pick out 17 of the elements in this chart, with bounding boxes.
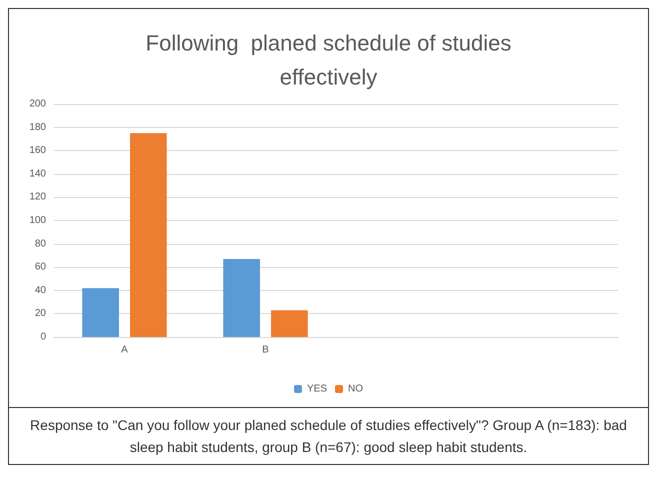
y-tick-label: 180 <box>29 122 46 133</box>
chart-title: Following planed schedule of studies effectively <box>146 30 512 90</box>
y-tick-label: 80 <box>34 238 46 250</box>
x-tick-label: B <box>262 344 270 356</box>
y-tick-label: 140 <box>29 168 46 180</box>
y-tick-label: 20 <box>34 308 46 320</box>
legend-label: NO <box>348 384 364 394</box>
y-tick-label: 160 <box>29 145 46 156</box>
text: Response to "Can you follow your planed schedule of studies effectively"? Group A (n=183): bad sleep habit students, group B (n=67): good sleep habit students. <box>8 408 649 465</box>
y-tick-label: 200 <box>29 98 46 110</box>
legend-label: YES <box>306 384 328 394</box>
y-tick-label: 120 <box>29 192 46 203</box>
y-tick-label: 0 <box>40 332 46 342</box>
y-tick-label: 40 <box>34 284 46 296</box>
x-tick-label: A <box>121 344 128 356</box>
y-tick-label: 100 <box>29 215 46 226</box>
y-tick-label: 60 <box>34 262 46 273</box>
